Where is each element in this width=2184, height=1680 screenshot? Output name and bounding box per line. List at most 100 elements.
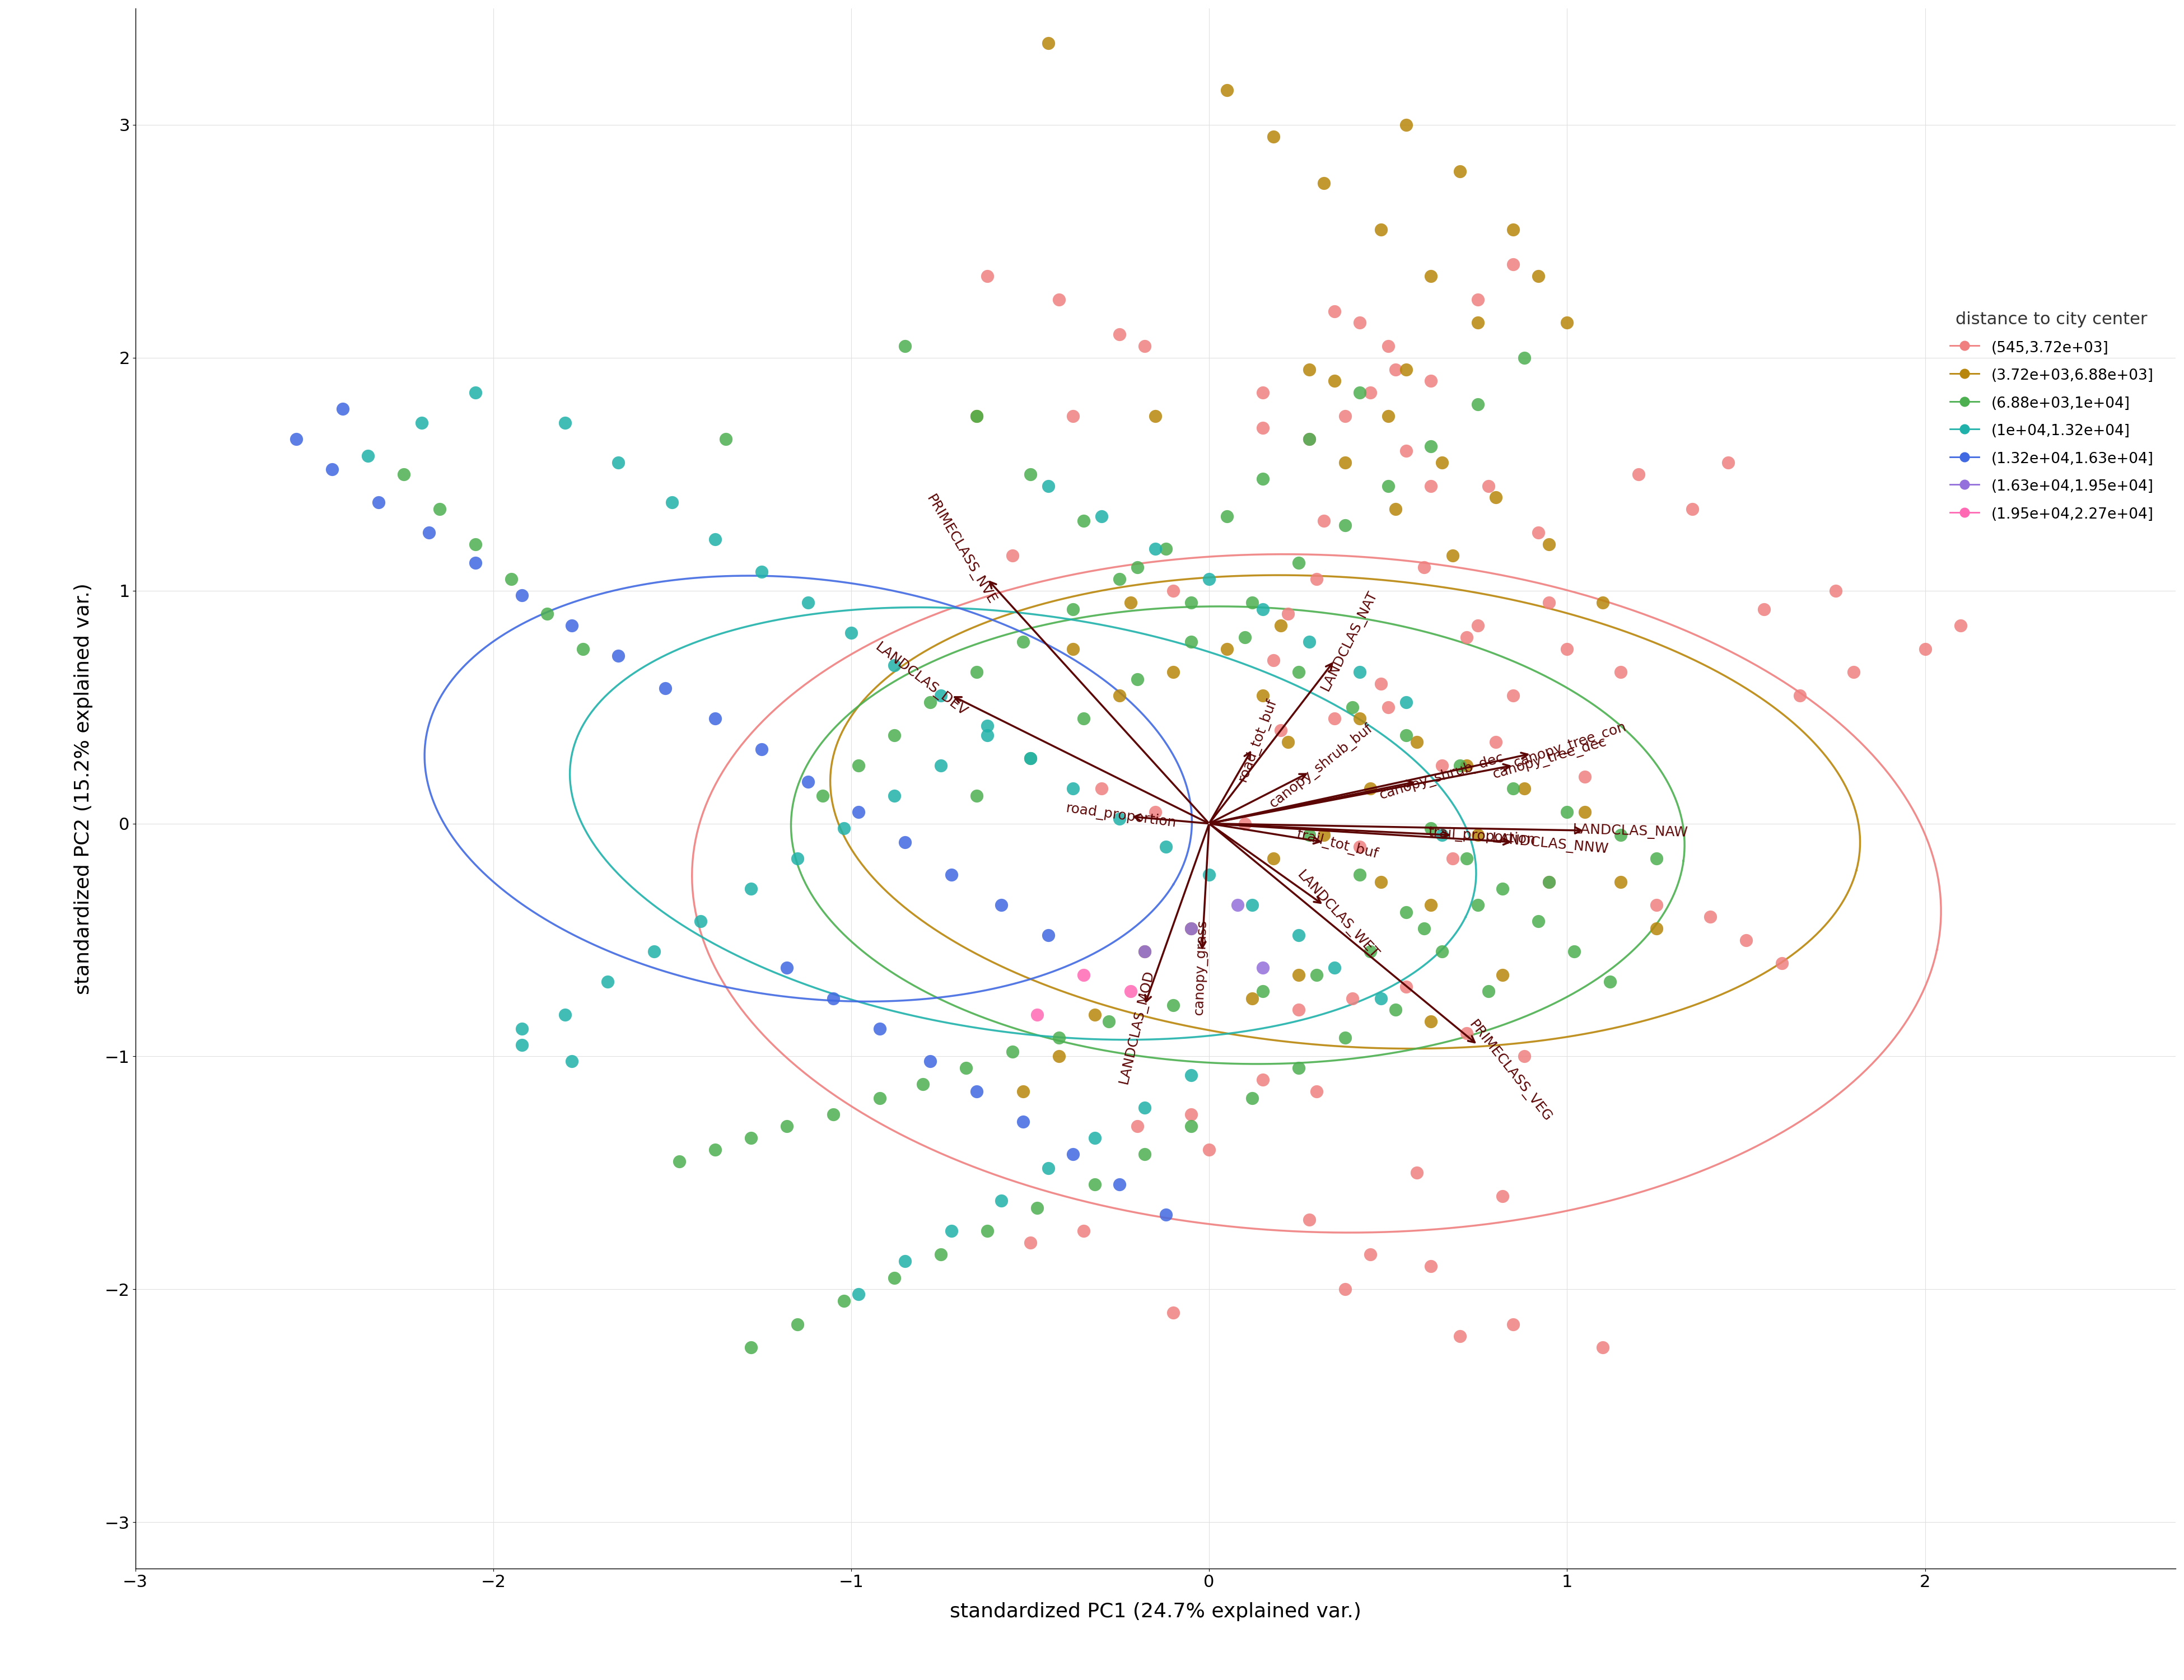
Point: [1485, 1183, 1520, 1210]
Point: [1013, 744, 1048, 771]
Point: [1031, 30, 1066, 57]
Point: [1531, 869, 1566, 895]
Point: [1507, 344, 1542, 371]
Point: [1479, 729, 1514, 756]
Point: [1103, 805, 1138, 832]
Point: [1461, 612, 1496, 638]
Point: [505, 1032, 539, 1058]
Point: [505, 581, 539, 608]
Point: [1568, 763, 1603, 790]
Point: [1400, 1159, 1435, 1186]
Point: [697, 706, 732, 732]
Y-axis label: standardized PC2 (15.2% explained var.): standardized PC2 (15.2% explained var.): [74, 583, 94, 995]
Point: [887, 1248, 922, 1275]
Point: [1282, 659, 1317, 685]
Point: [1413, 262, 1448, 289]
Point: [590, 968, 625, 995]
Text: LANDCLAS_WET: LANDCLAS_WET: [1295, 869, 1380, 961]
Point: [349, 442, 384, 469]
Point: [1710, 449, 1745, 475]
Point: [566, 635, 601, 662]
Point: [1149, 1201, 1184, 1228]
Point: [876, 652, 911, 679]
Point: [1245, 380, 1280, 407]
Point: [548, 410, 583, 437]
Point: [1245, 465, 1280, 492]
Point: [1496, 682, 1531, 709]
Point: [1234, 590, 1269, 617]
Point: [1221, 892, 1256, 919]
Point: [1138, 403, 1173, 430]
Point: [1389, 356, 1424, 383]
Point: [1299, 1079, 1334, 1105]
Point: [970, 722, 1005, 749]
Point: [1485, 961, 1520, 988]
Point: [1127, 1094, 1162, 1121]
Point: [959, 1079, 994, 1105]
Point: [555, 1048, 590, 1075]
Text: trail_tot_buf: trail_tot_buf: [1295, 828, 1380, 862]
Point: [1245, 978, 1280, 1005]
Point: [1378, 996, 1413, 1023]
Point: [1378, 496, 1413, 522]
Point: [863, 1085, 898, 1112]
Text: canopy_tree_dec: canopy_tree_dec: [1492, 734, 1610, 781]
Point: [655, 489, 690, 516]
Text: canopy_shrub_dec: canopy_shrub_dec: [1378, 751, 1505, 803]
Point: [1470, 472, 1505, 499]
Point: [1389, 437, 1424, 464]
Point: [280, 425, 314, 452]
Point: [1293, 425, 1328, 452]
Point: [994, 543, 1029, 570]
Point: [1363, 869, 1398, 895]
Point: [1406, 916, 1441, 942]
Point: [1479, 484, 1514, 511]
Point: [697, 1136, 732, 1163]
Point: [887, 828, 922, 855]
Point: [1149, 536, 1184, 563]
Point: [1042, 1025, 1077, 1052]
Point: [913, 689, 948, 716]
Point: [1363, 217, 1398, 244]
Text: LANDCLAS_NNW: LANDCLAS_NNW: [1492, 832, 1610, 857]
Point: [360, 489, 395, 516]
Point: [1341, 659, 1376, 685]
Point: [1450, 753, 1485, 780]
Point: [1210, 635, 1245, 662]
Point: [924, 682, 959, 709]
Point: [1551, 309, 1586, 336]
Point: [601, 642, 636, 669]
Point: [924, 753, 959, 780]
Point: [913, 1048, 948, 1075]
Point: [1728, 927, 1762, 954]
Text: LANDCLAS_NAT: LANDCLAS_NAT: [1319, 588, 1380, 694]
Point: [1441, 1322, 1476, 1349]
Point: [791, 768, 826, 795]
Point: [1317, 368, 1352, 395]
Point: [1372, 403, 1406, 430]
Point: [1234, 892, 1269, 919]
Point: [1765, 949, 1800, 976]
Point: [1227, 810, 1262, 837]
Point: [1586, 590, 1621, 617]
Point: [1461, 391, 1496, 418]
Point: [1328, 1275, 1363, 1302]
Point: [1413, 815, 1448, 842]
Point: [1042, 286, 1077, 312]
Point: [1424, 449, 1459, 475]
Point: [1424, 822, 1459, 848]
Point: [1441, 158, 1476, 185]
Point: [1747, 596, 1782, 623]
Point: [745, 558, 780, 585]
Point: [876, 783, 911, 810]
Point: [876, 722, 911, 749]
Point: [1586, 1334, 1621, 1361]
Point: [422, 496, 456, 522]
Point: [1173, 1100, 1208, 1127]
Point: [1372, 472, 1406, 499]
Point: [887, 333, 922, 360]
Point: [1282, 996, 1317, 1023]
Point: [325, 395, 360, 422]
Point: [1077, 1171, 1112, 1198]
Point: [1450, 623, 1485, 650]
